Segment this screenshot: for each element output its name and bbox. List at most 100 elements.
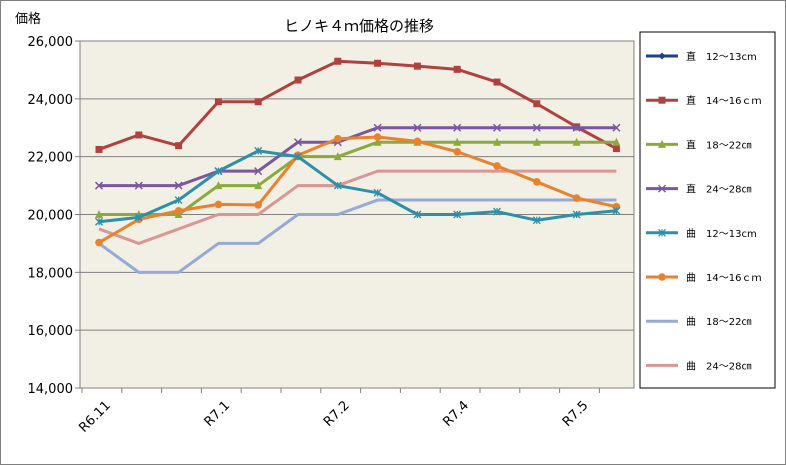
legend-item: 直 14～16ｃｍ bbox=[646, 94, 761, 107]
data-point bbox=[492, 123, 502, 132]
series-line bbox=[99, 126, 617, 188]
legend-label: 曲 12～13cm bbox=[686, 228, 757, 240]
data-point bbox=[413, 137, 422, 146]
y-tick-label: 18,000 bbox=[28, 266, 74, 281]
data-point bbox=[134, 181, 143, 190]
data-point bbox=[413, 62, 421, 70]
x-tick-label: R7.5 bbox=[560, 398, 592, 430]
data-point bbox=[95, 238, 103, 247]
data-point bbox=[373, 137, 382, 146]
series-line bbox=[98, 135, 617, 244]
data-point bbox=[134, 213, 143, 222]
data-point bbox=[413, 210, 422, 219]
series-6 bbox=[98, 198, 617, 274]
y-tick-label: 14,000 bbox=[28, 382, 74, 397]
data-point bbox=[572, 137, 581, 146]
data-point bbox=[334, 134, 342, 143]
legend-label: 曲 24～28㎝ bbox=[686, 360, 751, 372]
series-line bbox=[98, 198, 617, 274]
data-point bbox=[333, 181, 342, 190]
data-point bbox=[214, 181, 223, 190]
data-point bbox=[294, 152, 302, 161]
data-point bbox=[658, 228, 666, 237]
data-point bbox=[373, 188, 382, 197]
data-point bbox=[94, 181, 104, 190]
data-point bbox=[533, 178, 541, 186]
data-point bbox=[373, 123, 382, 132]
series-4 bbox=[95, 146, 621, 226]
data-point bbox=[572, 210, 581, 219]
data-point bbox=[95, 217, 103, 226]
data-point bbox=[254, 98, 262, 106]
y-tick-label: 24,000 bbox=[28, 93, 74, 108]
y-tick-label: 22,000 bbox=[28, 151, 74, 166]
data-point bbox=[453, 123, 462, 132]
legend-label: 曲 14～16ｃｍ bbox=[686, 272, 761, 284]
data-point bbox=[254, 167, 263, 176]
data-point bbox=[453, 210, 462, 219]
data-point bbox=[572, 123, 581, 132]
data-point bbox=[175, 142, 183, 150]
data-point bbox=[533, 100, 541, 108]
data-point bbox=[174, 196, 183, 205]
data-point bbox=[612, 145, 620, 153]
data-point bbox=[214, 167, 223, 176]
data-point bbox=[453, 137, 462, 146]
x-tick-label: R7.2 bbox=[321, 398, 353, 430]
legend-item: 直 12～13cm bbox=[646, 50, 757, 63]
data-point bbox=[135, 131, 143, 139]
data-point bbox=[612, 206, 621, 215]
data-point bbox=[612, 123, 621, 132]
legend-label: 直 12～13cm bbox=[686, 50, 757, 63]
legend-label: 直 24～28㎝ bbox=[686, 183, 751, 196]
data-point bbox=[174, 181, 183, 190]
data-point bbox=[453, 147, 462, 156]
data-point bbox=[294, 76, 302, 84]
chart-title: ヒノキ４ｍ価格の推移 bbox=[284, 17, 434, 35]
data-point bbox=[95, 210, 103, 218]
data-point bbox=[174, 206, 183, 215]
series-line bbox=[98, 59, 618, 151]
data-point bbox=[254, 201, 262, 209]
data-point bbox=[453, 65, 461, 73]
data-point bbox=[254, 181, 263, 190]
data-point bbox=[493, 207, 501, 216]
data-point bbox=[333, 152, 342, 161]
data-point bbox=[612, 137, 621, 146]
data-point bbox=[658, 96, 666, 104]
data-point bbox=[532, 216, 541, 225]
data-point bbox=[657, 184, 667, 193]
series-7 bbox=[98, 169, 617, 245]
y-tick-label: 20,000 bbox=[28, 209, 74, 224]
data-point bbox=[572, 194, 581, 202]
data-point bbox=[95, 145, 103, 153]
legend-item: 曲 24～28㎝ bbox=[646, 360, 751, 372]
data-point bbox=[334, 57, 342, 65]
data-point bbox=[658, 52, 666, 60]
data-point bbox=[373, 133, 382, 141]
legend-item: 曲 14～16ｃｍ bbox=[646, 272, 761, 284]
data-point bbox=[214, 98, 222, 106]
legend-item: 直 18～22㎝ bbox=[646, 138, 751, 151]
legend-label: 直 14～16ｃｍ bbox=[686, 94, 761, 107]
data-point bbox=[214, 200, 223, 209]
data-point bbox=[658, 139, 666, 148]
data-point bbox=[532, 123, 541, 132]
legend-label: 直 18～22㎝ bbox=[686, 138, 751, 151]
x-tick-label: R7.4 bbox=[440, 398, 472, 430]
data-point bbox=[374, 59, 382, 67]
legend-box bbox=[639, 31, 776, 389]
data-point bbox=[532, 137, 541, 146]
x-tick-label: R6.11 bbox=[76, 398, 113, 435]
y-tick-label: 16,000 bbox=[28, 324, 74, 339]
data-point bbox=[293, 138, 303, 147]
data-point bbox=[254, 146, 263, 155]
data-point bbox=[413, 123, 422, 132]
series-lines bbox=[94, 57, 621, 274]
data-point bbox=[493, 162, 501, 170]
legend-item: 直 24～28㎝ bbox=[646, 183, 751, 196]
series-line bbox=[98, 169, 617, 245]
